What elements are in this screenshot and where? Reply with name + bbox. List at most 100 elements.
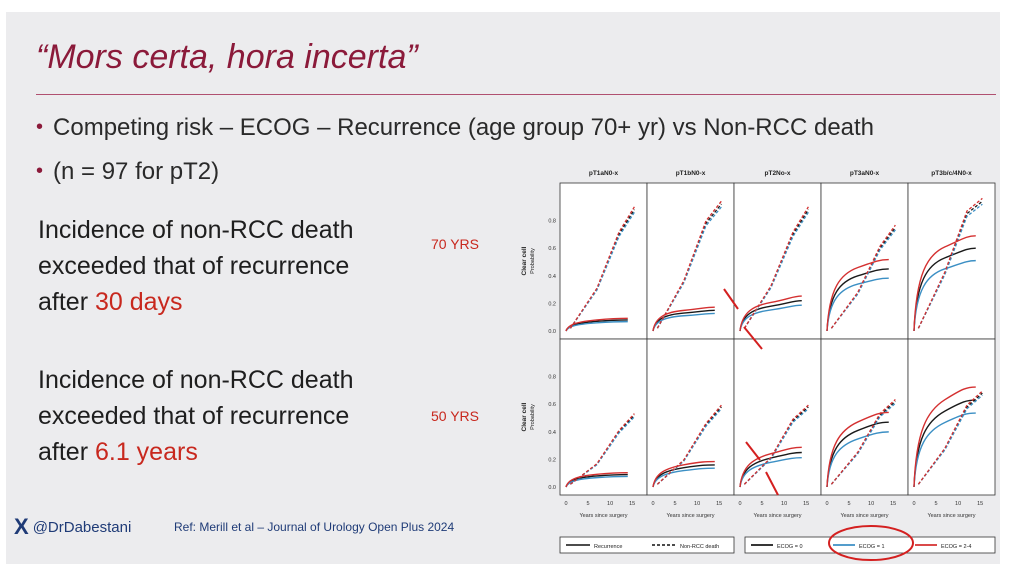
legend-type-box [559,536,735,554]
recurrence-line [739,304,802,332]
recurrence-line [652,312,715,332]
legend-ecog-box [744,536,996,554]
bullet-2: • (n = 97 for pT2) [36,158,219,186]
y-tick-label: 0.2 [548,301,556,307]
recurrence-line [826,268,889,332]
x-tick-label: 10 [955,501,961,507]
panel-frame [820,182,909,340]
legend-ecog-label: ECOG = 2-4 [941,544,971,550]
x-tick-label: 10 [694,501,700,507]
recurrence-line [739,456,802,488]
x-tick-label: 0 [825,501,828,507]
y-tick-label: 0.0 [548,485,556,491]
stat-50-highlight: 6.1 years [94,438,198,466]
chart-svg: pT1aN0-x pT1bN0-x pT2No-x pT3aN0-x pT3b/c/4N… [521,170,996,561]
competing-risk-figure: pT1aN0-x pT1bN0-x pT2No-x pT3aN0-x pT3b/c/4N… [510,157,1000,564]
x-tick-label: 15 [803,501,809,507]
stat-block-50: Incidence of non-RCC death exceeded that… [38,362,418,470]
non-rcc-death-line [743,211,809,329]
panel-frame [907,338,996,496]
stat-70-line-1: Incidence of non-RCC death [38,216,354,244]
stat-70-line-3: after 30 days [38,284,418,320]
non-rcc-death-line [570,413,635,485]
slide-title: “Mors certa, hora incerta” [36,38,418,76]
panel-title: pT2No-x [765,170,791,177]
stat-70-highlight: 30 days [94,288,183,316]
recurrence-line [826,258,889,332]
annotation-arrow-icon [743,326,763,350]
x-tick-label: 15 [977,501,983,507]
y-axis-sublabel: Probability [530,248,536,274]
twitter-handle: @DrDabestani [32,518,132,536]
x-tick-label: 5 [761,501,764,507]
recurrence-line [913,247,976,332]
recurrence-line [652,464,715,488]
y-tick-label: 0.6 [548,246,556,252]
recurrence-line [565,320,628,332]
x-axis-label: Years since surgery [927,513,975,519]
x-tick-label: 10 [781,501,787,507]
panel-frame [820,338,909,496]
non-rcc-death-line [656,200,722,329]
recurrence-line [739,446,802,488]
y-tick-label: 0.8 [548,375,556,381]
x-tick-label: 5 [848,501,851,507]
bullet-1: • Competing risk – ECOG – Recurrence (age… [36,114,874,142]
non-rcc-death-line [656,404,722,485]
bullet-2-text: (n = 97 for pT2) [53,158,220,185]
y-tick-label: 0.0 [548,329,556,335]
non-rcc-death-line [743,206,809,329]
stat-70-line-2: exceeded that of recurrence [38,252,350,280]
x-tick-label: 0 [564,501,567,507]
legend-recurrence-label: Recurrence [594,544,622,550]
y-tick-label: 0.8 [548,219,556,225]
annotation-arrow-icon [723,288,739,310]
annotation-arrow-icon [765,471,779,496]
y-tick-label: 0.2 [548,457,556,463]
x-axis-label: Years since surgery [666,513,714,519]
recurrence-line [826,431,889,488]
panel-title: pT1aN0-x [589,170,619,177]
recurrence-line [913,235,976,332]
recurrence-line [565,472,628,488]
panel-frame [559,182,648,340]
annotation-arrow-icon [745,441,761,461]
non-rcc-death-line [569,211,635,329]
y-axis-sublabel: Probability [530,404,536,430]
bullet-dot-icon: • [36,160,44,182]
x-tick-label: 15 [629,501,635,507]
legend-ecog-label: ECOG = 1 [859,544,885,550]
x-tick-label: 5 [935,501,938,507]
bullet-1-text: Competing risk – ECOG – Recurrence (age … [53,114,875,141]
stat-block-70: Incidence of non-RCC death exceeded that… [38,212,418,320]
stat-70-prefix: after [38,288,95,316]
non-rcc-death-line [917,390,983,485]
age-label-70: 70 YRS [431,236,479,252]
recurrence-line [652,309,715,332]
legend-ecog-label: ECOG = 0 [777,544,803,550]
non-rcc-death-line [917,197,983,329]
x-tick-label: 5 [674,501,677,507]
panel-frame [907,182,996,340]
stat-50-line-3: after 6.1 years [38,434,418,470]
y-tick-label: 0.4 [548,430,556,436]
non-rcc-death-line [830,399,896,485]
recurrence-line [913,386,976,488]
x-tick-label: 10 [868,501,874,507]
age-label-50: 50 YRS [431,408,479,424]
non-rcc-death-line [830,224,896,329]
recurrence-line [565,475,628,488]
panel-frame [646,338,735,496]
legend-non-rcc-label: Non-RCC death [680,544,719,550]
recurrence-line [913,412,976,488]
recurrence-line [739,299,802,332]
recurrence-line [652,467,715,488]
recurrence-line [565,317,628,332]
non-rcc-death-line [743,404,809,485]
x-tick-label: 0 [651,501,654,507]
x-axis-label: Years since surgery [579,513,627,519]
x-tick-label: 15 [716,501,722,507]
recurrence-line [826,421,889,488]
y-tick-label: 0.4 [548,274,556,280]
x-axis-label: Years since surgery [840,513,888,519]
